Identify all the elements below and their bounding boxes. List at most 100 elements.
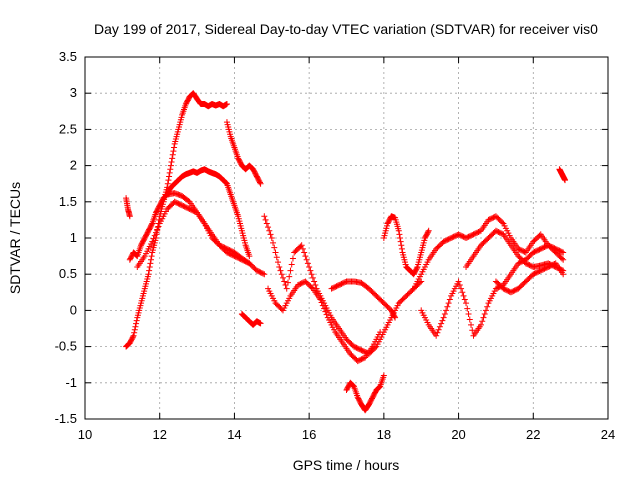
data-point-interp [287,267,294,274]
data-point-interp [318,299,325,306]
data-point-interp [132,323,139,330]
data-point-interp [275,259,282,266]
data-point-interp [289,255,296,262]
data-point-interp [304,260,311,267]
chart-title: Day 199 of 2017, Sidereal Day-to-day VTE… [94,21,598,37]
data-point-interp [307,267,314,274]
data-point-interp [146,263,153,270]
data-point [560,271,567,278]
data-point-interp [309,274,316,281]
data-point-interp [164,180,171,187]
data-point-interp [166,169,173,176]
data-point [377,329,384,336]
y-tick-label: -1.5 [55,411,77,426]
data-point-interp [308,284,315,291]
data-point-interp [436,323,443,330]
data-point-interp [461,296,468,303]
data-point-interp [277,267,284,274]
data-point [317,296,324,303]
x-tick-label: 10 [78,427,92,442]
data-point-interp [168,158,175,165]
data-point-interp [155,223,162,230]
data-point-interp [441,311,448,318]
y-tick-label: 3.5 [59,49,77,64]
x-tick-label: 12 [152,427,166,442]
data-point-interp [482,307,489,314]
grid-layer [85,57,608,419]
data-point-interp [299,245,306,252]
data-point-interp [166,173,173,180]
data-point-interp [271,244,278,251]
data-point-interp [129,333,136,340]
data-point-interp [481,311,488,318]
data-point-interp [458,285,465,292]
y-axis-label: SDTVAR / TECUs [7,182,23,294]
data-point-interp [349,382,356,389]
data-point [463,300,470,307]
data-point-interp [466,316,473,323]
data-point-interp [262,216,269,223]
data-point-interp [147,260,154,267]
data-point-interp [273,254,280,261]
data-point-interp [267,231,274,238]
data-point-interp [169,151,176,158]
data-point-interp [278,271,285,278]
data-point [261,271,268,278]
data-point [477,321,484,328]
data-point-interp [133,320,140,327]
data-point-interp [303,256,310,263]
data-point-interp [479,318,486,325]
data-point [455,278,462,285]
data-point-interp [133,317,140,324]
data-point-interp [256,179,263,186]
data-point [562,177,569,184]
data-point-interp [131,329,138,336]
data-point-interp [170,148,177,155]
data-point [306,263,313,270]
data-point-interp [484,303,491,310]
data-point-interp [439,317,446,324]
data-point-interp [167,166,174,173]
data-point-interp [147,256,154,263]
data-point-interp [558,248,565,255]
data-point-interp [558,255,565,262]
data-point-interp [397,238,404,245]
data-point-interp [456,282,463,289]
data-point [223,101,230,108]
data-point [261,213,268,220]
data-point-interp [148,253,155,260]
data-point [433,332,440,339]
data-point [298,242,305,249]
data-point-interp [323,311,330,318]
data-point-interp [266,227,273,234]
ticks-layer: 10 12 14 16 18 20 22 24 -1.5 -1 -0.5 0 0.5 1 1.5 2 2.5 3 3… [55,49,616,442]
data-point-interp [150,235,157,242]
data-point-interp [375,384,382,391]
y-tick-label: 2.5 [59,121,77,136]
data-point-interp [131,326,138,333]
x-axis-label: GPS time / hours [293,457,400,473]
data-point-interp [438,320,445,327]
y-tick-label: -1 [65,375,77,390]
data-point-interp [265,224,272,231]
data-point [283,285,290,292]
data-point [425,227,432,234]
data-point-interp [468,321,475,328]
data-point [246,253,253,260]
data-point-interp [398,242,405,249]
data-point-interp [435,326,442,333]
data-point-interp [288,261,295,268]
y-tick-label: 2 [70,158,77,173]
data-point-interp [391,313,398,320]
data-point [145,271,152,278]
data-point-interp [460,292,467,299]
data-point-interp [301,249,308,256]
x-tick-label: 16 [302,427,316,442]
data-point-interp [260,270,267,277]
data-point-interp [279,274,286,281]
data-point-interp [434,329,441,336]
data-point-interp [302,253,309,260]
data-point-interp [312,282,319,289]
data-point [395,227,402,234]
